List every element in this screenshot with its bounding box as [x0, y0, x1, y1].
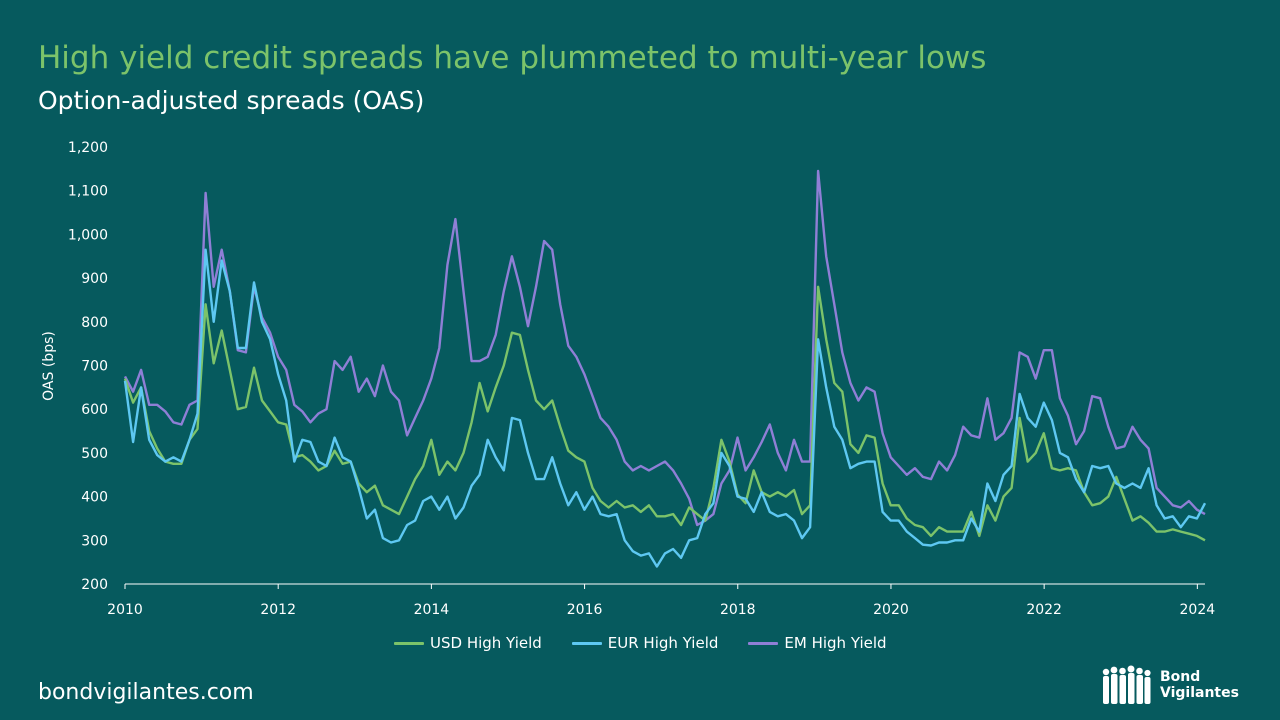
y-tick-label: 200	[81, 577, 108, 593]
x-tick-label: 2016	[567, 602, 603, 618]
legend: USD High Yield EUR High Yield EM High Yi…	[394, 634, 917, 652]
y-axis: 200 300 400 500 600 700 800 900 1,000 1,100 1,200	[68, 140, 108, 593]
y-tick-label: 700	[81, 359, 108, 375]
y-tick-label: 900	[81, 271, 108, 287]
legend-item-usd: USD High Yield	[394, 634, 542, 652]
x-axis: 2010 2012 2014 2016 2018 2020 2022 2024	[107, 584, 1215, 618]
y-tick-label: 800	[81, 315, 108, 331]
x-tick-label: 2010	[107, 602, 143, 618]
x-tick-label: 2018	[720, 602, 756, 618]
y-tick-label: 500	[81, 446, 108, 462]
legend-label-em: EM High Yield	[784, 634, 887, 652]
series-line-eur-high-yield	[123, 248, 1207, 568]
y-tick-label: 1,100	[68, 184, 108, 200]
legend-swatch-em	[748, 641, 779, 645]
x-tick-label: 2014	[414, 602, 450, 618]
y-tick-label: 1,200	[68, 140, 108, 156]
logo-text-line1: Bond	[1160, 669, 1201, 685]
y-tick-label: 600	[81, 402, 108, 418]
chart-title: High yield credit spreads have plummeted…	[38, 40, 987, 76]
chart-subtitle: Option-adjusted spreads (OAS)	[38, 86, 425, 115]
bond-vigilantes-logo: Bond Vigilantes	[1100, 664, 1239, 706]
x-tick-label: 2020	[873, 602, 909, 618]
people-silhouette-icon	[1102, 665, 1151, 704]
x-tick-label: 2012	[260, 602, 296, 618]
series-line-usd-high-yield	[123, 285, 1206, 542]
x-tick-label: 2024	[1180, 602, 1216, 618]
legend-item-eur: EUR High Yield	[571, 634, 719, 652]
legend-swatch-usd	[394, 641, 424, 645]
logo-text-line2: Vigilantes	[1160, 685, 1239, 701]
footer-url: bondvigilantes.com	[38, 680, 254, 705]
logo-text: Bond Vigilantes	[1160, 669, 1239, 701]
legend-label-usd: USD High Yield	[430, 634, 542, 652]
line-chart: 2003004005006007008009001,0001,1001,200 …	[41, 140, 1215, 618]
y-tick-label: 300	[81, 533, 108, 549]
y-axis-label: OAS (bps)	[41, 331, 57, 401]
y-tick-label: 1,000	[68, 227, 108, 243]
x-tick-label: 2022	[1026, 602, 1062, 618]
legend-swatch-eur	[571, 641, 602, 645]
series-line-em-high-yield	[123, 169, 1206, 527]
series-lines	[123, 169, 1207, 568]
legend-item-em: EM High Yield	[748, 634, 887, 652]
legend-label-eur: EUR High Yield	[607, 634, 719, 652]
y-tick-label: 400	[81, 490, 108, 506]
